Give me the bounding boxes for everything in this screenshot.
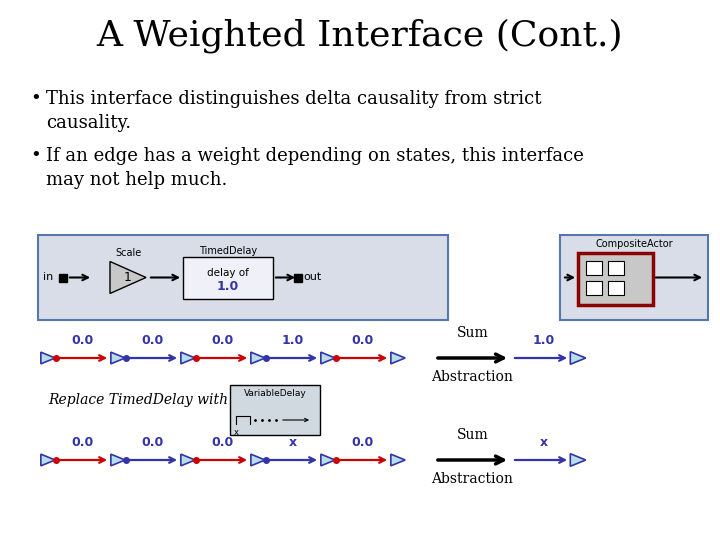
Polygon shape: [570, 352, 585, 365]
Text: 0.0: 0.0: [142, 436, 164, 449]
Polygon shape: [111, 454, 125, 466]
Polygon shape: [251, 352, 265, 364]
Polygon shape: [321, 454, 335, 466]
Text: 0.0: 0.0: [212, 334, 234, 347]
Text: x: x: [233, 428, 238, 437]
Bar: [560, 235, 708, 320]
Text: 0.0: 0.0: [72, 334, 94, 347]
Text: 0.0: 0.0: [212, 436, 234, 449]
Polygon shape: [110, 261, 146, 294]
Polygon shape: [391, 454, 405, 466]
Polygon shape: [41, 352, 55, 364]
Text: Abstraction: Abstraction: [431, 370, 513, 384]
Text: A Weighted Interface (Cont.): A Weighted Interface (Cont.): [96, 18, 624, 52]
Text: 1.0: 1.0: [217, 280, 239, 293]
Text: x: x: [540, 436, 548, 449]
Text: 1: 1: [124, 271, 132, 284]
Polygon shape: [181, 352, 195, 364]
Polygon shape: [570, 454, 585, 467]
Polygon shape: [41, 454, 55, 466]
Text: x: x: [289, 436, 297, 449]
Bar: [183, 256, 273, 299]
Text: Replace TimedDelay with: Replace TimedDelay with: [48, 393, 228, 407]
Bar: [586, 281, 602, 295]
Text: in: in: [43, 273, 53, 282]
Polygon shape: [181, 454, 195, 466]
Text: 1.0: 1.0: [533, 334, 555, 347]
Bar: [608, 261, 624, 275]
Text: This interface distinguishes delta causality from strict
causality.: This interface distinguishes delta causa…: [46, 90, 541, 132]
Text: If an edge has a weight depending on states, this interface
may not help much.: If an edge has a weight depending on sta…: [46, 147, 584, 188]
Text: 0.0: 0.0: [352, 334, 374, 347]
Text: VariableDelay: VariableDelay: [243, 389, 307, 398]
Text: 0.0: 0.0: [142, 334, 164, 347]
Bar: [230, 385, 320, 435]
Text: Sum: Sum: [456, 428, 488, 442]
Text: TimedDelay: TimedDelay: [199, 246, 257, 255]
Polygon shape: [391, 352, 405, 364]
Polygon shape: [251, 454, 265, 466]
Text: Sum: Sum: [456, 326, 488, 340]
Bar: [608, 281, 624, 295]
Text: 0.0: 0.0: [352, 436, 374, 449]
Text: 0.0: 0.0: [72, 436, 94, 449]
Bar: [578, 253, 653, 305]
Text: •: •: [30, 90, 41, 108]
Polygon shape: [111, 352, 125, 364]
Text: Abstraction: Abstraction: [431, 472, 513, 486]
Text: 1.0: 1.0: [282, 334, 304, 347]
Text: delay of: delay of: [207, 267, 249, 278]
Text: •: •: [30, 147, 41, 165]
Text: Scale: Scale: [115, 248, 141, 259]
Text: out: out: [303, 273, 321, 282]
Bar: [38, 235, 448, 320]
Text: CompositeActor: CompositeActor: [595, 239, 672, 249]
Polygon shape: [321, 352, 335, 364]
Bar: [586, 261, 602, 275]
